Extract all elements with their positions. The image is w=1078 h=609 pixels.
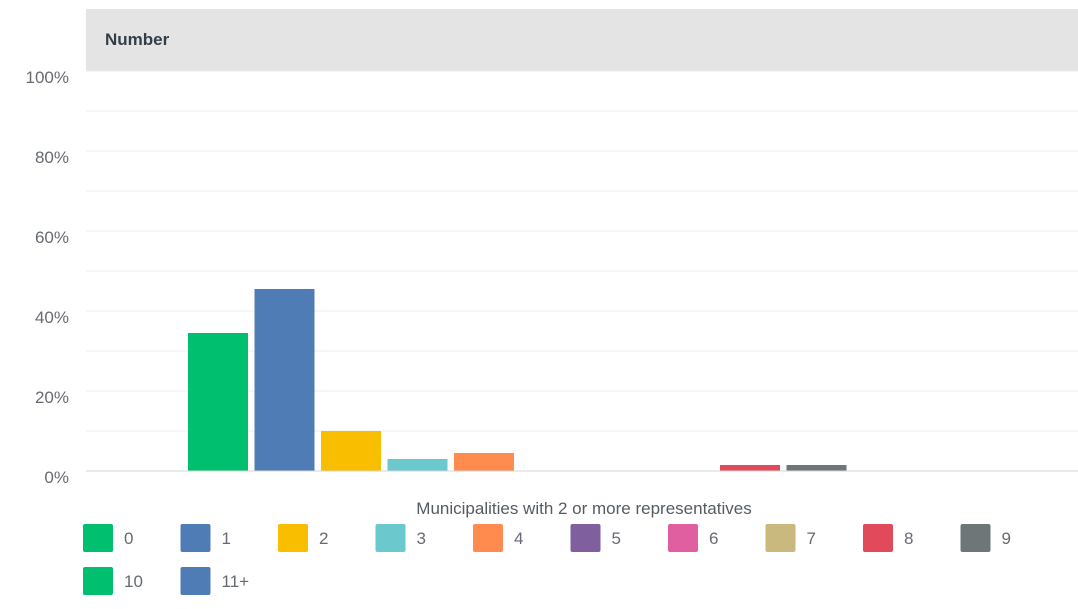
legend-swatch	[180, 524, 211, 552]
legend-swatch	[83, 524, 113, 552]
y-tick-label: 0%	[44, 468, 69, 487]
legend-swatch	[278, 524, 308, 552]
legend-item-6[interactable]: 6	[668, 524, 718, 552]
panel-header-title: Number	[105, 30, 170, 49]
legend-swatch	[960, 524, 991, 552]
legend-label: 6	[709, 529, 718, 548]
legend-item-0[interactable]: 0	[83, 524, 133, 552]
legend: 0 1 2 3 4 5 6 7 8 9 10 11+	[83, 524, 1011, 595]
legend-label: 3	[417, 529, 426, 548]
gridlines	[86, 70, 1078, 432]
legend-label: 11+	[222, 572, 250, 591]
y-tick-label: 100%	[26, 68, 69, 87]
legend-swatch	[570, 524, 601, 552]
legend-item-3[interactable]: 3	[375, 524, 426, 552]
legend-label: 9	[1002, 529, 1011, 548]
legend-label: 1	[222, 529, 231, 548]
legend-item-10[interactable]: 10	[83, 567, 143, 595]
legend-swatch	[863, 524, 893, 552]
legend-swatch	[375, 524, 406, 552]
y-tick-label: 60%	[35, 228, 69, 247]
legend-item-4[interactable]: 4	[473, 524, 523, 552]
legend-label: 8	[904, 529, 913, 548]
legend-label: 2	[319, 529, 328, 548]
legend-item-1[interactable]: 1	[180, 524, 231, 552]
bar-8[interactable]	[720, 465, 780, 471]
legend-item-9[interactable]: 9	[960, 524, 1011, 552]
bar-1[interactable]	[254, 289, 315, 471]
legend-swatch	[180, 567, 211, 595]
legend-swatch	[765, 524, 796, 552]
y-tick-label: 40%	[35, 308, 69, 327]
legend-item-11+[interactable]: 11+	[180, 567, 250, 595]
x-axis-label: Municipalities with 2 or more representa…	[416, 499, 751, 518]
y-tick-labels: 0% 20% 40% 60% 80% 100%	[26, 68, 69, 487]
legend-item-2[interactable]: 2	[278, 524, 328, 552]
legend-item-7[interactable]: 7	[765, 524, 816, 552]
legend-label: 4	[514, 529, 523, 548]
bar-0[interactable]	[188, 333, 248, 471]
bar-3[interactable]	[387, 459, 448, 471]
panel-header-background	[86, 9, 1078, 71]
legend-item-8[interactable]: 8	[863, 524, 913, 552]
bar-4[interactable]	[454, 453, 514, 471]
legend-label: 0	[124, 529, 133, 548]
legend-label: 10	[124, 572, 143, 591]
y-tick-label: 20%	[35, 388, 69, 407]
legend-label: 5	[612, 529, 621, 548]
legend-swatch	[83, 567, 113, 595]
legend-label: 7	[807, 529, 816, 548]
legend-item-5[interactable]: 5	[570, 524, 621, 552]
legend-swatch	[668, 524, 698, 552]
bar-2[interactable]	[321, 431, 381, 471]
legend-swatch	[473, 524, 503, 552]
y-tick-label: 80%	[35, 148, 69, 167]
bar-9[interactable]	[786, 465, 847, 471]
bars	[188, 289, 847, 471]
